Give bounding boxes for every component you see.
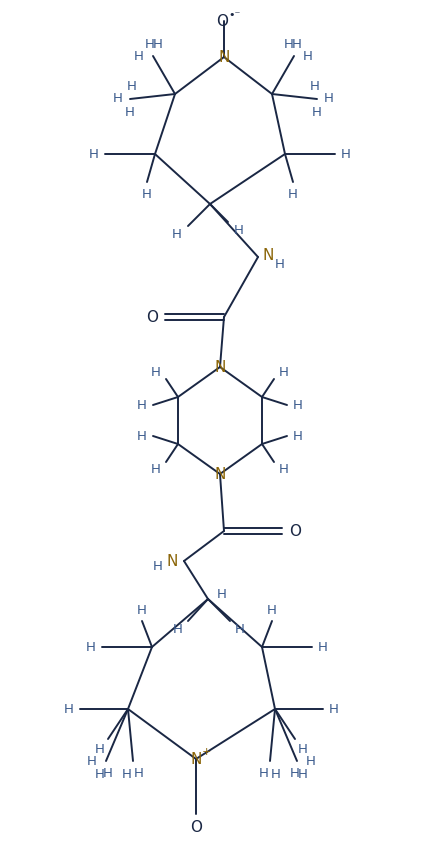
- Text: H: H: [142, 188, 152, 200]
- Text: H: H: [234, 224, 244, 237]
- Text: H: H: [64, 703, 74, 716]
- Text: H: H: [134, 50, 144, 63]
- Text: H: H: [113, 91, 123, 104]
- Text: N: N: [190, 751, 202, 767]
- Text: H: H: [89, 148, 99, 161]
- Text: O: O: [146, 310, 158, 325]
- Text: H: H: [329, 703, 339, 716]
- Text: N: N: [218, 50, 230, 66]
- Text: H: H: [293, 399, 303, 412]
- Text: +: +: [201, 746, 211, 756]
- Text: H: H: [275, 258, 285, 270]
- Text: N: N: [214, 467, 226, 482]
- Text: H: H: [173, 623, 183, 635]
- Text: H: H: [303, 50, 313, 63]
- Text: H: H: [127, 80, 137, 93]
- Text: H: H: [279, 366, 289, 379]
- Text: H: H: [95, 743, 105, 756]
- Text: H: H: [151, 366, 161, 379]
- Text: H: H: [86, 641, 96, 653]
- Text: •⁻: •⁻: [229, 10, 241, 20]
- Text: H: H: [271, 768, 281, 780]
- Text: H: H: [145, 38, 155, 50]
- Text: O: O: [216, 15, 228, 30]
- Text: H: H: [137, 399, 147, 412]
- Text: H: H: [134, 767, 144, 780]
- Text: O: O: [190, 820, 202, 834]
- Text: H: H: [217, 587, 227, 600]
- Text: O: O: [289, 524, 301, 539]
- Text: H: H: [153, 38, 163, 51]
- Text: H: H: [259, 767, 269, 780]
- Text: H: H: [137, 430, 147, 443]
- Text: H: H: [103, 767, 113, 780]
- Text: H: H: [284, 38, 294, 51]
- Text: H: H: [288, 188, 298, 200]
- Text: H: H: [298, 743, 308, 756]
- Text: H: H: [137, 604, 147, 617]
- Text: N: N: [214, 360, 226, 375]
- Text: H: H: [298, 768, 308, 780]
- Text: H: H: [293, 430, 303, 443]
- Text: H: H: [122, 768, 132, 780]
- Text: N: N: [263, 248, 274, 264]
- Text: H: H: [172, 229, 182, 241]
- Text: H: H: [310, 80, 320, 93]
- Text: H: H: [306, 755, 316, 768]
- Text: H: H: [151, 463, 161, 476]
- Text: H: H: [125, 106, 135, 119]
- Text: H: H: [341, 148, 351, 161]
- Text: H: H: [267, 604, 277, 617]
- Text: H: H: [279, 463, 289, 476]
- Text: H: H: [324, 91, 334, 104]
- Text: N: N: [166, 554, 178, 569]
- Text: H: H: [292, 38, 302, 50]
- Text: H: H: [312, 106, 322, 119]
- Text: H: H: [235, 623, 245, 635]
- Text: H: H: [290, 767, 300, 780]
- Text: H: H: [318, 641, 328, 653]
- Text: H: H: [87, 755, 97, 768]
- Text: H: H: [153, 560, 163, 573]
- Text: H: H: [95, 768, 105, 780]
